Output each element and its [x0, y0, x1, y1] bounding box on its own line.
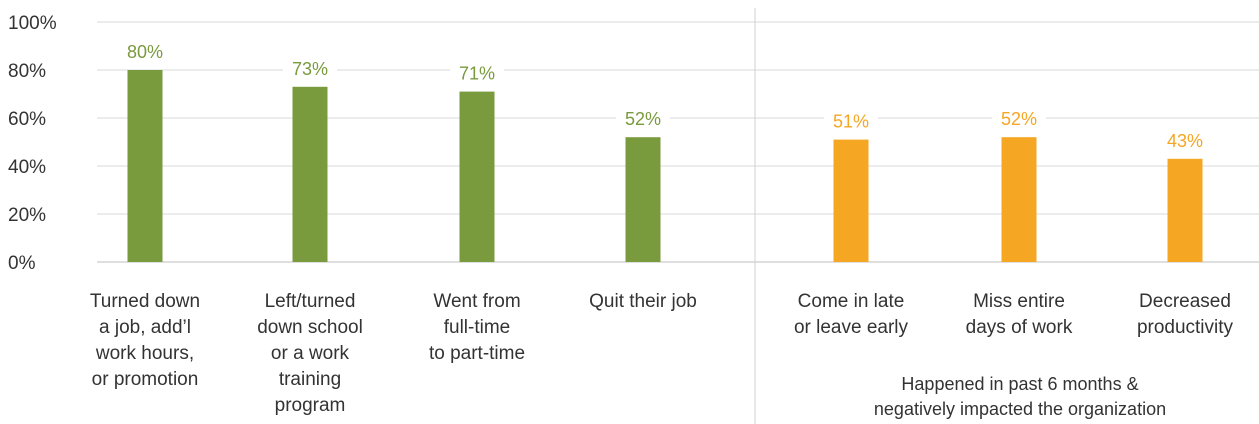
data-label: 80% — [127, 42, 163, 62]
y-axis: 0% 20% 40% 60% 80% 100% — [8, 13, 57, 274]
category-label: Come in late or leave early — [794, 291, 909, 338]
category-label-line: productivity — [1137, 317, 1234, 338]
category-label: Left/turned down school or a work training p… — [257, 291, 363, 416]
bar — [1001, 137, 1037, 262]
y-tick-label: 0% — [8, 253, 36, 274]
data-label-bg — [118, 42, 172, 64]
data-label-bg — [450, 63, 504, 86]
category-label-line: down school — [257, 317, 363, 338]
category-label-line: full-time — [444, 317, 511, 338]
bar — [292, 86, 328, 262]
data-label-bg — [1158, 130, 1212, 153]
category-label-line: Went from — [433, 291, 520, 312]
bar — [459, 91, 495, 262]
data-label: 71% — [459, 64, 495, 84]
category-label-line: or promotion — [92, 369, 199, 390]
bar — [127, 70, 163, 262]
category-label-line: days of work — [966, 317, 1073, 338]
category-label-line: Come in late — [798, 291, 905, 312]
category-label-line: training — [279, 369, 341, 390]
category-label-line: to part-time — [429, 343, 525, 364]
y-tick-label: 80% — [8, 61, 46, 82]
y-tick-label: 60% — [8, 109, 46, 130]
category-label-line: a job, add’l — [99, 317, 191, 338]
category-label-line: program — [275, 395, 346, 416]
category-label-line: or a work — [271, 343, 350, 364]
category-label-line: Quit their job — [589, 291, 697, 312]
group-note-line: Happened in past 6 months & — [901, 374, 1138, 394]
category-label: Turned down a job, add’l work hours, or pro… — [90, 291, 200, 390]
group-notes: Happened in past 6 months & negatively im… — [874, 374, 1166, 419]
data-label: 52% — [1001, 109, 1037, 129]
category-label-line: Turned down — [90, 291, 200, 312]
group-note-line: negatively impacted the organization — [874, 399, 1166, 419]
category-label-line: or leave early — [794, 317, 909, 338]
y-tick-label: 20% — [8, 205, 46, 226]
category-label: Quit their job — [589, 291, 697, 312]
data-labels: 80% 73% 71% 52% 51% 52% 43% — [118, 42, 1212, 153]
category-label-line: Decreased — [1139, 291, 1231, 312]
data-label-bg — [283, 58, 337, 81]
category-label: Miss entire days of work — [966, 291, 1073, 338]
data-label: 52% — [625, 109, 661, 129]
category-label: Went from full-time to part-time — [429, 291, 525, 364]
data-label-bg — [616, 109, 670, 132]
data-label-bg — [992, 109, 1046, 132]
data-label: 43% — [1167, 131, 1203, 151]
category-label-line: Miss entire — [973, 291, 1065, 312]
bars — [127, 70, 1203, 262]
bar — [625, 137, 661, 262]
y-tick-label: 100% — [8, 13, 57, 34]
data-label: 51% — [833, 112, 869, 132]
group-note: Happened in past 6 months & negatively im… — [874, 374, 1166, 419]
y-tick-label: 40% — [8, 157, 46, 178]
category-label-line: Left/turned — [265, 291, 356, 312]
category-labels: Turned down a job, add’l work hours, or pro… — [90, 291, 1234, 416]
bar — [833, 139, 869, 262]
category-label-line: work hours, — [95, 343, 194, 364]
category-label: Decreased productivity — [1137, 291, 1234, 338]
data-label: 73% — [292, 59, 328, 79]
bar — [1167, 158, 1203, 262]
data-label-bg — [824, 111, 878, 134]
